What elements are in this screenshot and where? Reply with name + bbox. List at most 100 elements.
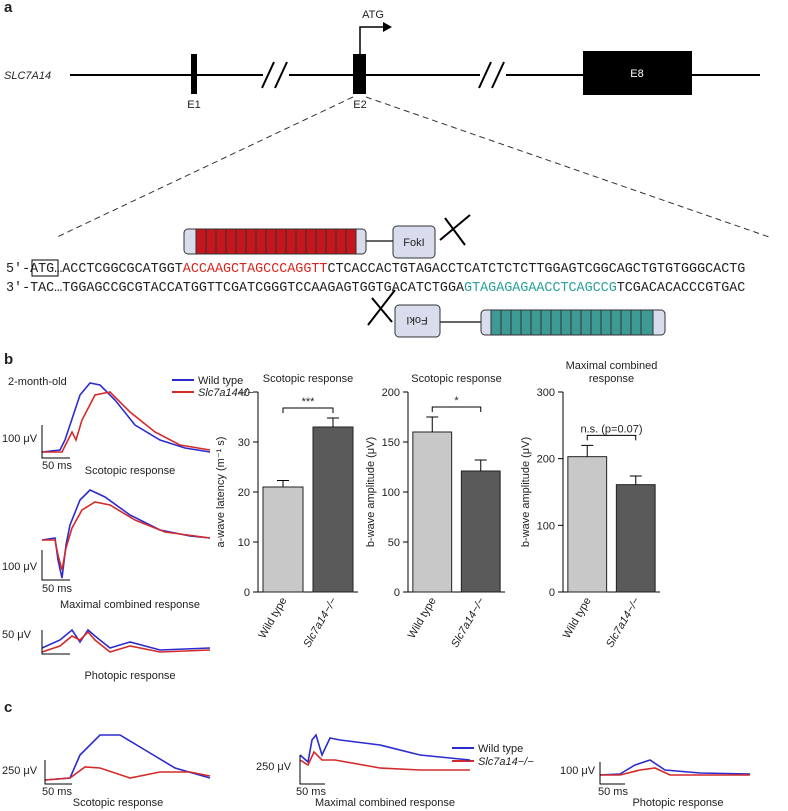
exon (353, 54, 366, 94)
age-label: 2-month-old (8, 376, 67, 388)
y-tick-label: 20 (238, 487, 250, 499)
scale-label: 50 ms (598, 786, 628, 798)
significance-bracket (282, 407, 334, 413)
y-tick-label: 40 (238, 387, 250, 399)
scale-label: 50 ms (42, 460, 72, 472)
trace (41, 628, 211, 651)
scissors (367, 289, 396, 326)
scissors (439, 214, 471, 246)
panel-label: b (4, 351, 13, 368)
panel-label: a (4, 0, 13, 16)
significance-label: * (454, 395, 459, 407)
sequence-top: 5′-ATG…ACCTCGGCGCATGGTACCAAGCTAGCCCAGGTT… (6, 262, 745, 277)
exon (191, 54, 197, 94)
scale-bar (44, 760, 72, 785)
trace-label: Photopic response (84, 670, 175, 682)
sequence-bottom: 3′-TAC…TGGAGCCGCGTACCATGGTTCGATCGGGTCCAA… (6, 281, 745, 296)
y-tick-label: 200 (537, 454, 555, 466)
error-bar (426, 416, 439, 432)
x-tick-label: Slc7a14−/− (449, 595, 488, 650)
y-tick-label: 0 (394, 587, 400, 599)
panel-label: c (4, 699, 12, 716)
scale-label: 100 μV (2, 433, 38, 445)
trace-label: Photopic response (632, 797, 723, 809)
error-bar (581, 444, 594, 457)
bar (262, 486, 304, 593)
y-tick-label: 150 (382, 437, 400, 449)
gene-name: SLC7A14 (4, 70, 51, 82)
trace (600, 767, 750, 776)
significance-label: *** (302, 396, 316, 408)
trace (42, 391, 211, 453)
zoom-line (365, 96, 773, 239)
foki-box (394, 304, 441, 338)
scale-label: 100 μV (560, 765, 596, 777)
trace (44, 734, 211, 781)
chart-title: Scotopic response (411, 373, 502, 385)
scale-bar (41, 630, 70, 655)
y-axis-label: a-wave latency (m⁻¹ s) (215, 437, 227, 548)
y-tick-label: 300 (537, 387, 555, 399)
x-tick-label: Slc7a14−/− (604, 595, 643, 650)
legend-label: Wild type (478, 743, 523, 755)
scale-label: 50 μV (2, 629, 32, 641)
error-bar (474, 459, 487, 471)
bar (312, 426, 354, 593)
x-tick-label: Wild type (406, 596, 439, 641)
significance-bracket (431, 406, 482, 412)
seq-target: ACCAAGCTAGCCCAGGTT (183, 262, 328, 277)
chart-title: Scotopic response (262, 373, 354, 385)
scale-label: 100 μV (2, 561, 38, 573)
trace (41, 382, 211, 453)
repeat-dividers (500, 310, 642, 335)
y-tick-label: 0 (549, 587, 555, 599)
significance-bracket (586, 434, 637, 441)
seq: ATG (30, 262, 54, 277)
legend-label: Wild type (198, 375, 243, 387)
y-axis-label: b-wave amplitude (μV) (520, 437, 532, 547)
bar (567, 456, 608, 593)
scale-label: 50 ms (42, 786, 72, 798)
y-tick-label: 100 (382, 487, 400, 499)
scale-bar (599, 762, 625, 785)
foki-box (392, 225, 436, 259)
scale-bar (41, 425, 70, 459)
chart-title: Maximal combined response (565, 360, 658, 385)
foki-label: FokI (403, 237, 424, 249)
trace-label: Scotopic response (73, 797, 164, 809)
trace (44, 766, 211, 781)
error-bar (327, 417, 339, 427)
trace-label: Maximal combined response (60, 599, 200, 611)
exon-label: E8 (630, 68, 643, 80)
chart-title-box: Scotopic response (262, 373, 354, 385)
trace (41, 630, 211, 653)
scale-label: 250 μV (256, 761, 292, 773)
bar (412, 431, 453, 593)
arrow-head (383, 22, 392, 32)
talen-repeats (490, 309, 654, 336)
y-tick-label: 100 (537, 520, 555, 532)
exon-label: E1 (187, 99, 200, 111)
break-mark (261, 61, 288, 89)
legend-label: Slc7a14−/− (478, 756, 534, 768)
seq-target: GTAGAGAGAACCTCAGCCG (464, 281, 617, 296)
seq: 3′-TAC…TGGAGCCGCGTACCATGGTTCGATCGGGTCCAA… (6, 281, 465, 296)
seq: CTCACCACTGTAGACCTCATCTCTCTTGGAGTCGGCAGCT… (327, 262, 745, 277)
exon-label: E2 (353, 99, 366, 111)
foki-label: FokI (406, 314, 427, 326)
zoom-line (54, 96, 354, 239)
repeat-dividers (205, 229, 347, 254)
seq: 5′- (6, 262, 30, 277)
trace-label: Maximal combined response (315, 797, 455, 809)
trace (299, 750, 470, 771)
scale-label: 250 μV (2, 765, 38, 777)
y-tick-label: 0 (244, 587, 250, 599)
y-tick-label: 10 (238, 537, 250, 549)
y-tick-label: 30 (238, 437, 250, 449)
x-tick-label: Slc7a14−/− (301, 595, 340, 650)
scale-bar (299, 755, 325, 785)
seq: TCGACACACCCGTGAC (617, 281, 746, 296)
bar (615, 484, 656, 593)
